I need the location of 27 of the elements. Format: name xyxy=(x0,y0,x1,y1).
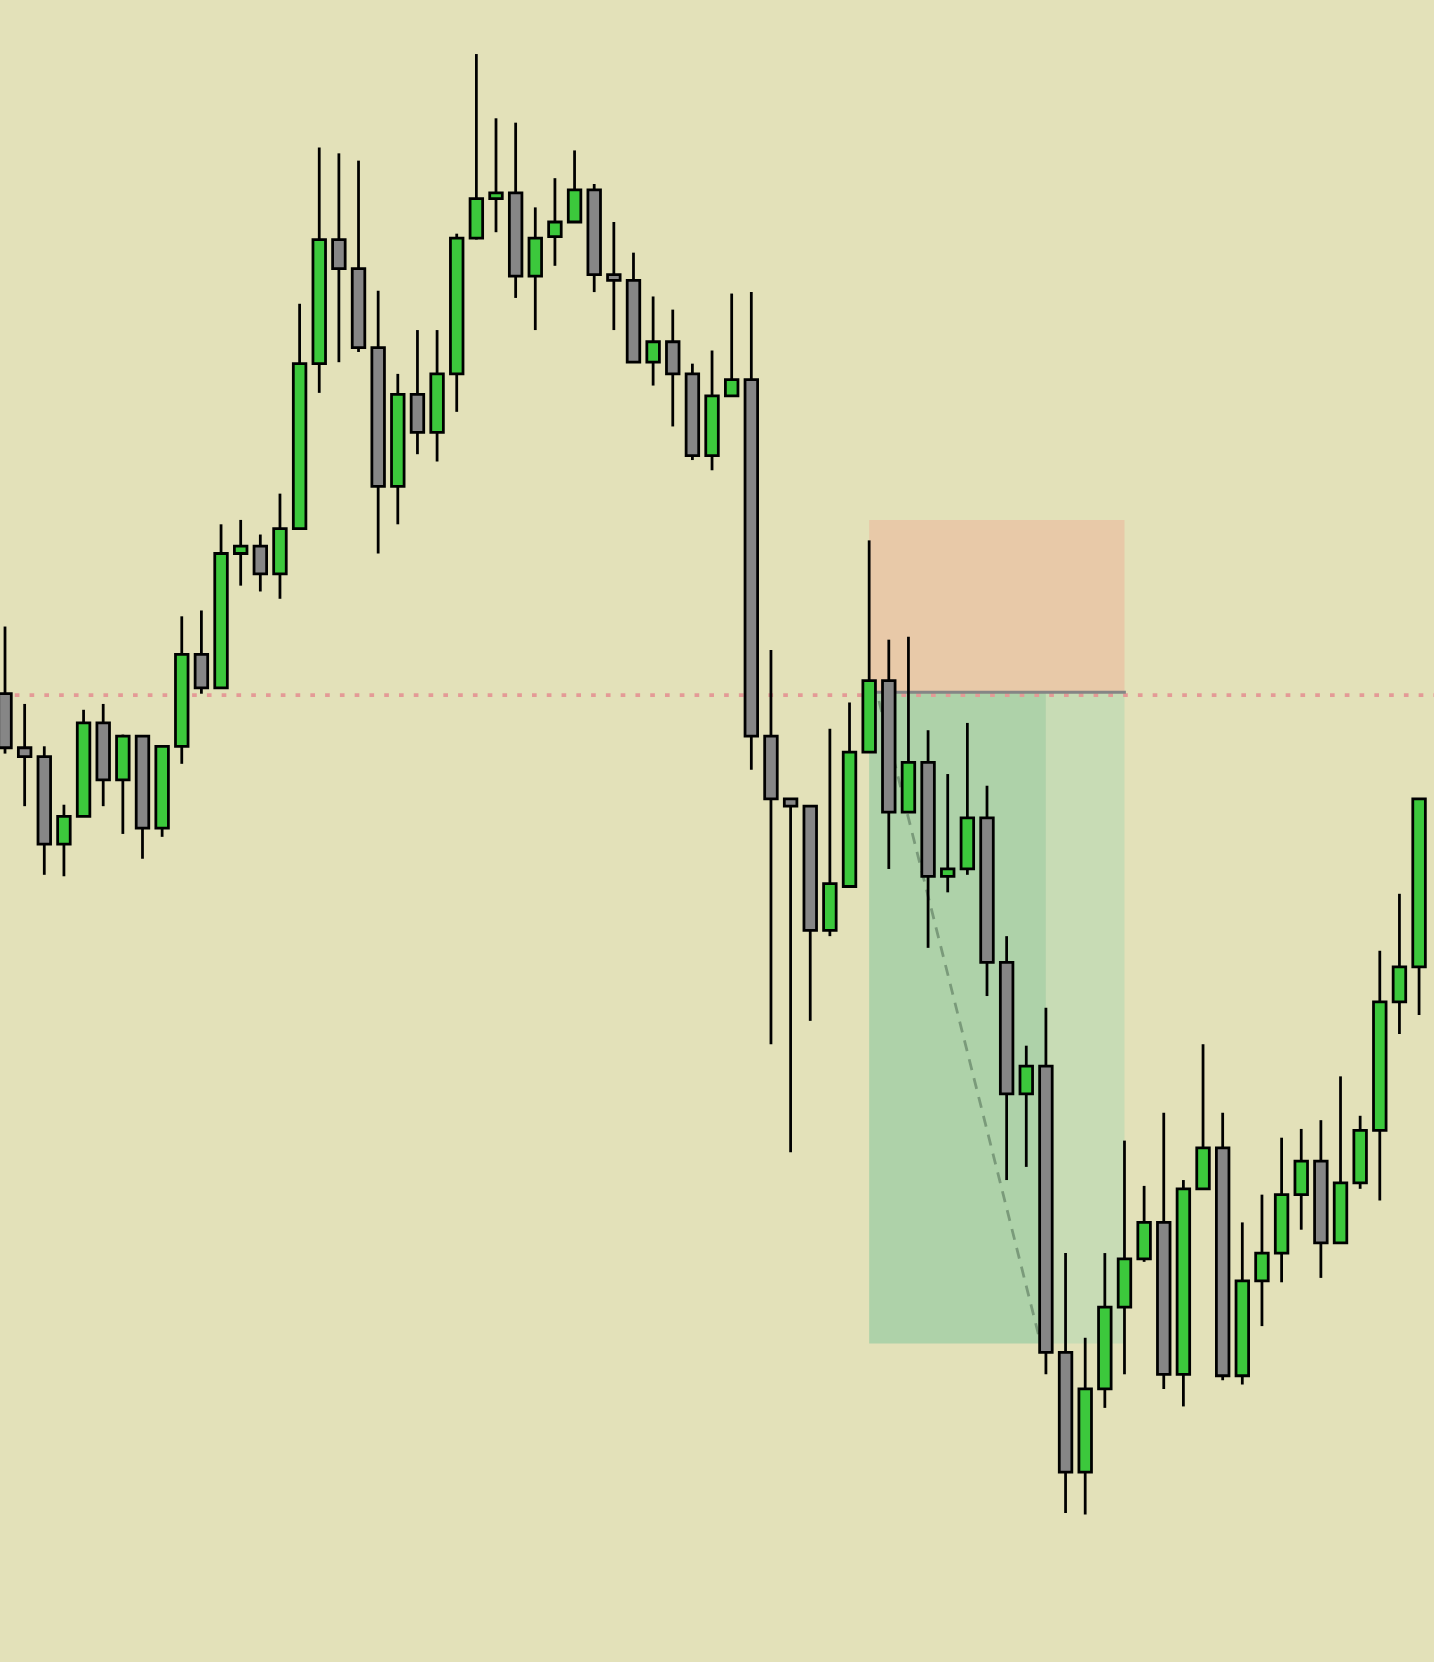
candlestick xyxy=(252,533,268,593)
candlestick xyxy=(233,518,249,588)
candlestick xyxy=(566,149,583,224)
candlestick xyxy=(56,803,72,878)
candlestick xyxy=(1293,1127,1309,1232)
candlestick xyxy=(527,205,543,332)
candlestick xyxy=(547,176,563,268)
candlestick xyxy=(645,295,661,387)
candlestick xyxy=(1254,1193,1270,1328)
candlestick xyxy=(1391,892,1408,1036)
candlestick xyxy=(665,308,681,428)
candlestick xyxy=(1018,1044,1034,1169)
candlestick xyxy=(468,52,485,241)
candlestick xyxy=(940,772,956,894)
candlestick xyxy=(193,609,210,696)
candlestick xyxy=(822,727,838,938)
candlestick xyxy=(409,328,426,456)
candlestick xyxy=(606,220,622,332)
candlestick xyxy=(331,151,347,364)
candlestick xyxy=(16,702,33,808)
candlestick xyxy=(782,797,799,1154)
candlestick xyxy=(272,492,288,601)
candlestick xyxy=(1136,1184,1152,1264)
candlestick xyxy=(115,733,131,836)
candlestick xyxy=(1195,1042,1211,1191)
candlestick xyxy=(724,292,740,398)
candlestick xyxy=(488,116,504,234)
